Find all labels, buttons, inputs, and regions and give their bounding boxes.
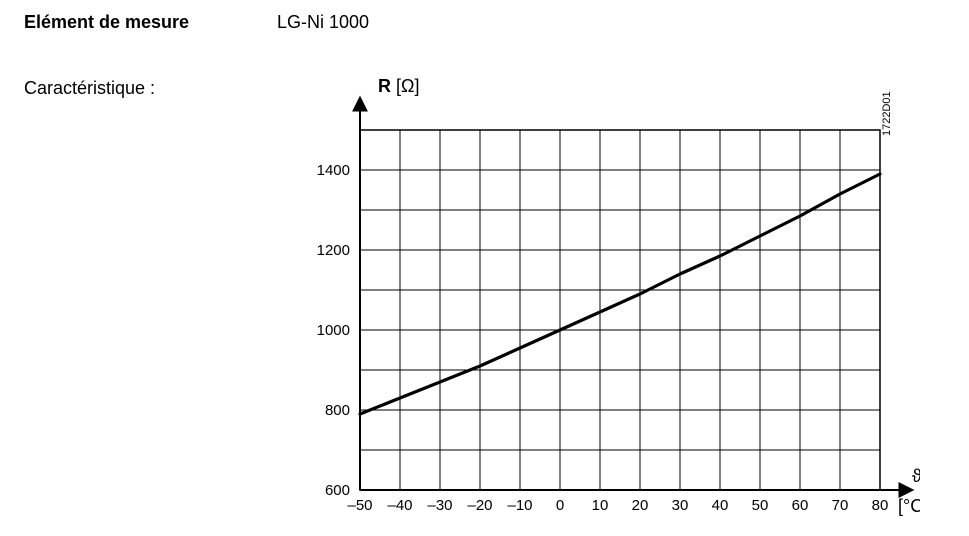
svg-text:1000: 1000 [317, 322, 350, 339]
svg-text:800: 800 [325, 402, 350, 419]
svg-text:0: 0 [556, 497, 564, 514]
svg-text:1400: 1400 [317, 162, 350, 179]
header-measure-label: Elément de mesure [24, 12, 189, 33]
svg-text:30: 30 [672, 497, 689, 514]
svg-text:–20: –20 [467, 497, 492, 514]
svg-text:–10: –10 [507, 497, 532, 514]
svg-text:1722D01: 1722D01 [881, 91, 893, 136]
svg-text:10: 10 [592, 497, 609, 514]
page-root: Elément de mesure LG-Ni 1000 Caractérist… [0, 0, 969, 536]
svg-text:70: 70 [832, 497, 849, 514]
svg-text:80: 80 [872, 497, 889, 514]
svg-text:50: 50 [752, 497, 769, 514]
header-characteristic-label: Caractéristique : [24, 78, 155, 99]
svg-text:1200: 1200 [317, 242, 350, 259]
svg-text:20: 20 [632, 497, 649, 514]
svg-text:–30: –30 [427, 497, 452, 514]
svg-text:–50: –50 [347, 497, 372, 514]
svg-text:–40: –40 [387, 497, 412, 514]
svg-text:60: 60 [792, 497, 809, 514]
svg-text:40: 40 [712, 497, 729, 514]
svg-text:[°C]: [°C] [898, 496, 920, 516]
svg-text:R [Ω]: R [Ω] [378, 76, 419, 96]
resistance-chart: –50 –40 –30 –20 –10 0 10 20 30 40 50 60 70 80 600 800 10… [300, 70, 920, 535]
svg-text:ϑ: ϑ [912, 466, 920, 486]
chart-svg: –50 –40 –30 –20 –10 0 10 20 30 40 50 60 70 80 600 800 10… [300, 70, 920, 530]
header-sensor-type: LG-Ni 1000 [277, 12, 369, 33]
svg-text:600: 600 [325, 482, 350, 499]
